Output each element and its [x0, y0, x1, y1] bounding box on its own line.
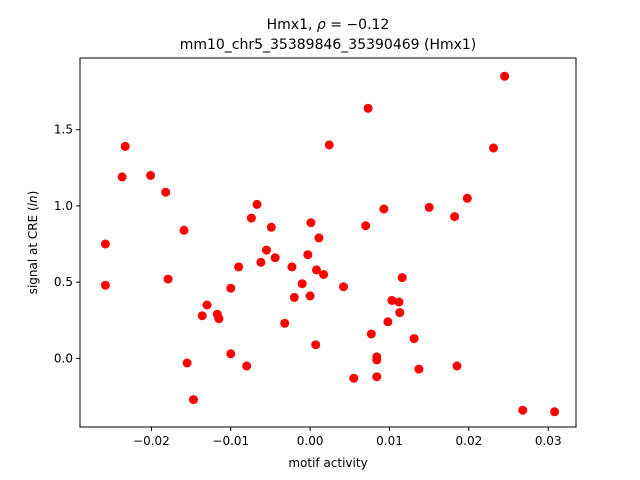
data-point [303, 250, 313, 260]
data-point [197, 311, 207, 321]
data-point [489, 143, 498, 153]
data-point [246, 213, 256, 223]
data-point [383, 317, 393, 327]
data-point [297, 279, 307, 289]
data-point [262, 245, 271, 255]
data-point [306, 218, 316, 228]
data-point [266, 222, 276, 232]
data-point [226, 283, 236, 293]
data-point [319, 270, 329, 279]
data-point [234, 262, 244, 272]
data-point [202, 300, 212, 310]
data-point [163, 274, 173, 284]
y-tick-label: 0.5 [54, 275, 73, 289]
data-point [518, 405, 528, 415]
x-axis-label: motif activity [288, 456, 367, 470]
data-point [372, 355, 382, 365]
data-point [395, 308, 405, 318]
data-point [179, 225, 189, 235]
data-point [100, 239, 110, 249]
y-axis-ticks: 0.0 0.5 1.0 1.5 [54, 123, 80, 365]
data-point [409, 334, 419, 344]
data-point [379, 204, 389, 214]
data-point [146, 170, 156, 180]
y-axis-label: signal at CRE (ln) [26, 191, 40, 295]
data-point [120, 141, 130, 151]
data-point [361, 221, 371, 231]
data-point [270, 253, 280, 263]
data-point [311, 340, 321, 350]
data-point [280, 318, 290, 328]
data-point [372, 372, 382, 382]
plot-area-frame [79, 57, 577, 428]
data-point [424, 202, 434, 212]
data-point [387, 295, 397, 305]
data-point [287, 262, 297, 272]
x-tick-label: −0.02 [133, 434, 170, 448]
data-point [324, 140, 334, 150]
data-point [242, 361, 252, 371]
data-point [252, 199, 262, 209]
data-point [189, 395, 198, 405]
data-point [312, 265, 321, 275]
data-point [394, 297, 404, 307]
y-tick-label: 1.5 [54, 123, 73, 137]
x-axis-ticks: −0.02 −0.01 0.00 0.01 0.02 0.03 [133, 427, 562, 448]
data-point [462, 193, 472, 203]
x-tick-label: −0.01 [212, 434, 249, 448]
data-point [349, 373, 359, 383]
data-point [314, 233, 324, 243]
data-point [452, 361, 462, 371]
data-point [289, 292, 299, 302]
data-point [339, 282, 348, 292]
data-point [363, 103, 373, 113]
data-point [117, 172, 127, 182]
y-tick-label: 0.0 [54, 351, 73, 365]
data-points [100, 71, 560, 417]
data-point [500, 71, 510, 81]
data-point [366, 329, 376, 339]
data-point [550, 407, 560, 417]
data-point [414, 364, 424, 374]
x-tick-label: 0.00 [297, 434, 324, 448]
x-tick-label: 0.02 [456, 434, 483, 448]
chart-title: Hmx1, ρ = −0.12 [267, 17, 390, 33]
data-point [100, 280, 110, 290]
data-point [214, 314, 224, 324]
data-point [397, 273, 407, 283]
chart-subtitle: mm10_chr5_35389846_35390469 (Hmx1) [180, 37, 477, 53]
x-tick-label: 0.01 [376, 434, 403, 448]
data-point [161, 187, 171, 197]
data-point [256, 257, 266, 267]
data-point [305, 291, 315, 301]
y-tick-label: 1.0 [54, 199, 73, 213]
data-point [450, 212, 460, 222]
data-point [182, 358, 192, 368]
x-tick-label: 0.03 [535, 434, 562, 448]
data-point [226, 349, 236, 359]
